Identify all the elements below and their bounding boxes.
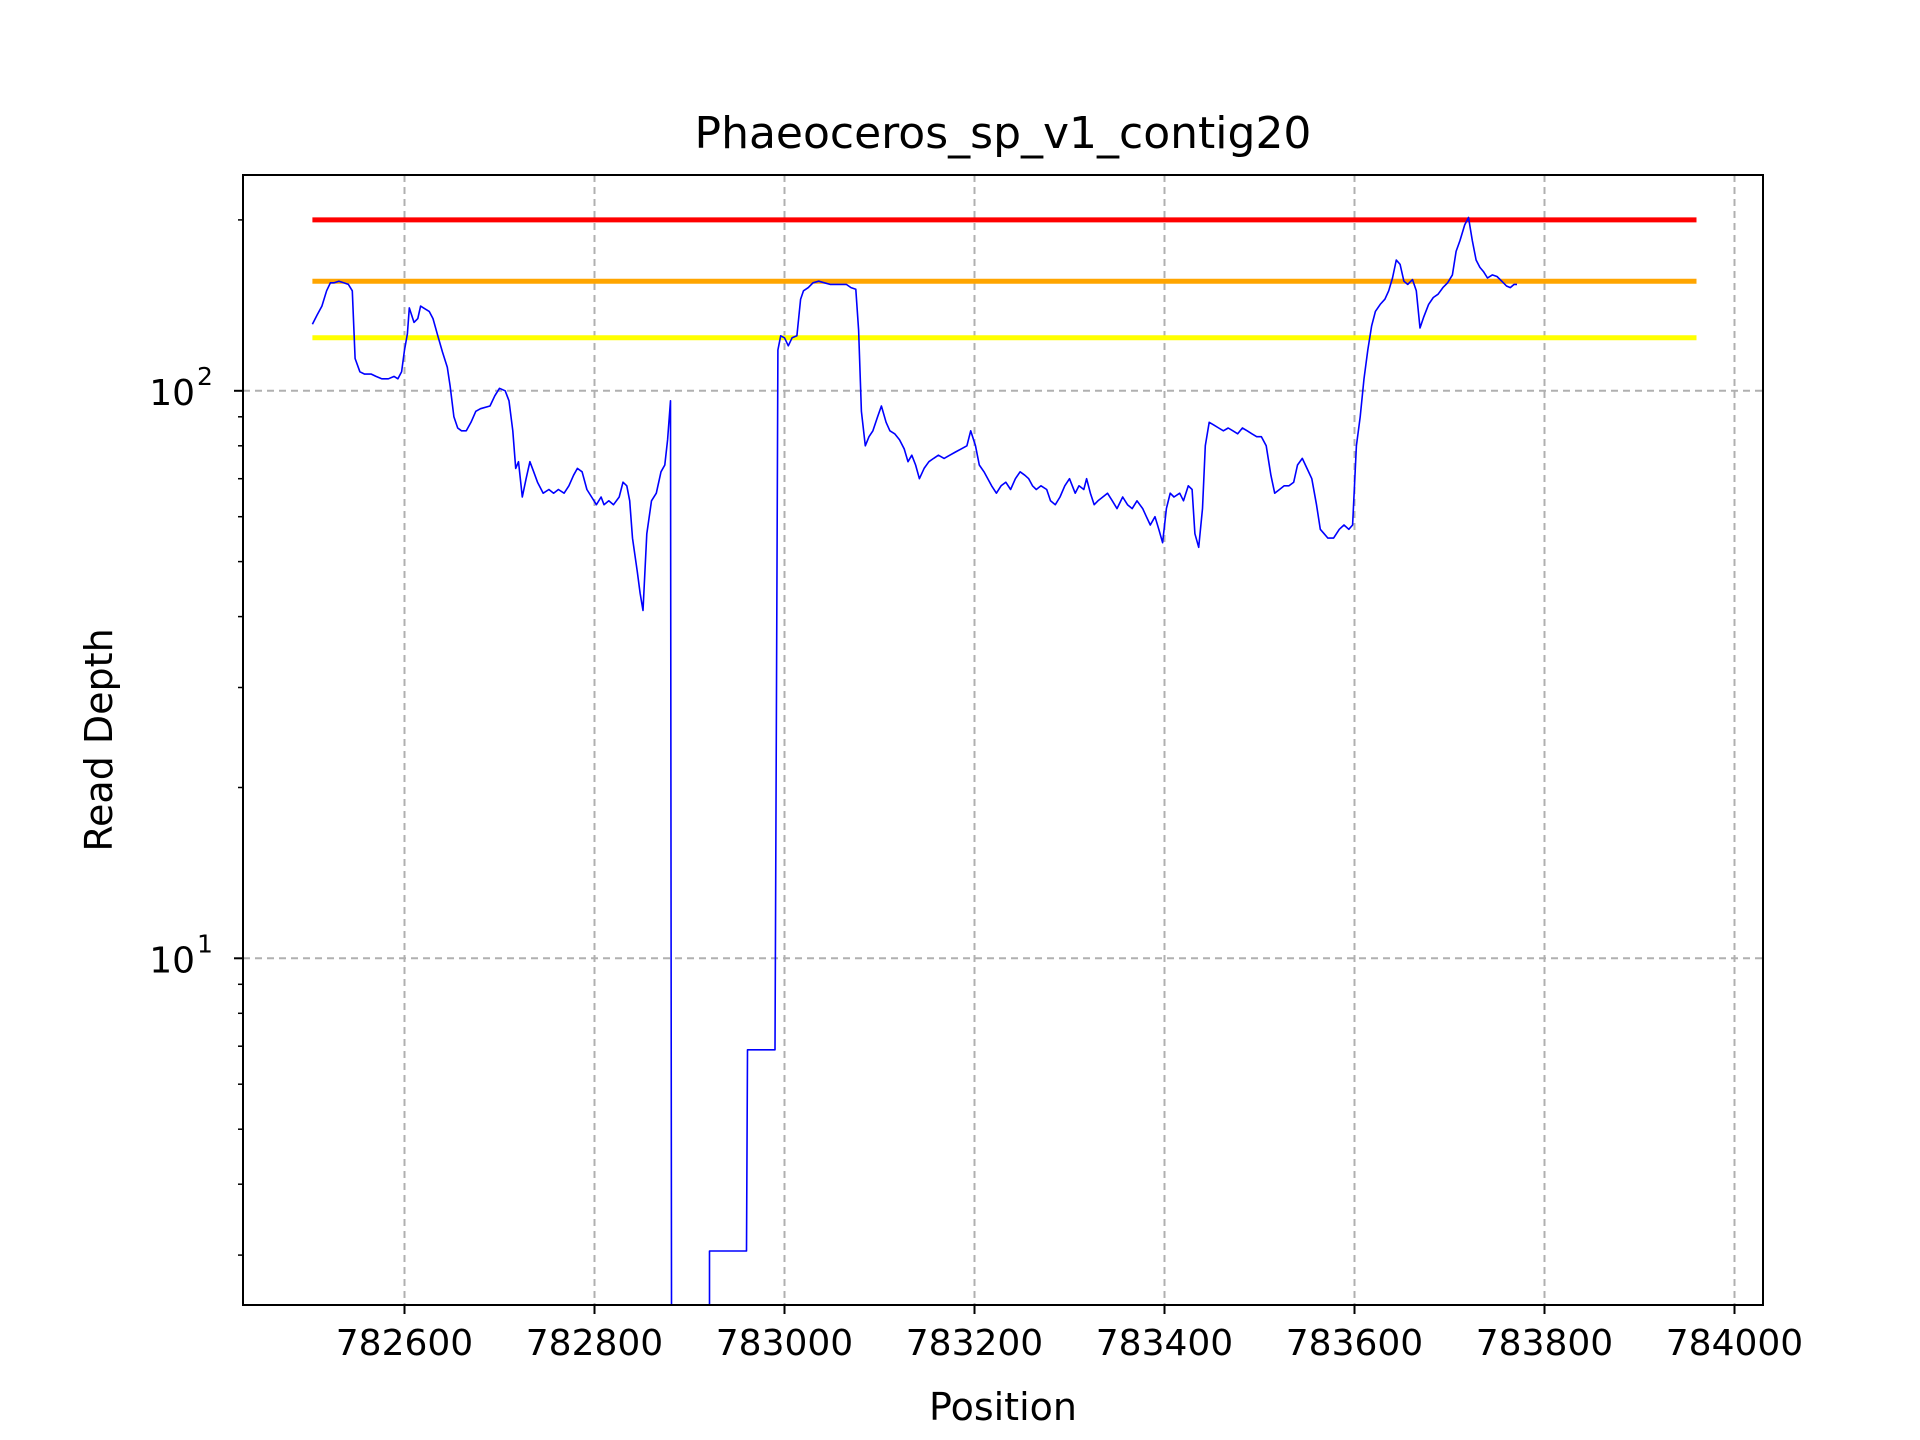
x-axis-label: Position (929, 1385, 1077, 1429)
chart-title: Phaeoceros_sp_v1_contig20 (695, 108, 1312, 159)
x-axis: 782600 782800 783000 783200 783400 783600 7838… (336, 1305, 1803, 1364)
y-tick-exponent: 2 (197, 362, 213, 391)
x-tick-label: 783600 (1286, 1323, 1423, 1364)
x-tick-label: 783000 (716, 1323, 853, 1364)
gridlines (243, 175, 1763, 1305)
x-tick-label: 783400 (1096, 1323, 1233, 1364)
x-tick-label: 783200 (906, 1323, 1043, 1364)
y-tick-label: 10 (149, 940, 195, 981)
y-tick-label: 10 (149, 373, 195, 414)
series-line (311, 216, 1517, 1306)
x-tick-label: 783800 (1476, 1323, 1613, 1364)
x-tick-label: 782600 (336, 1323, 473, 1364)
reference-lines (312, 217, 1697, 341)
y-tick-exponent: 1 (197, 929, 213, 958)
x-tick-label: 784000 (1666, 1323, 1803, 1364)
x-tick-label: 782800 (526, 1323, 663, 1364)
y-axis-label: Read Depth (77, 628, 121, 851)
series-group (311, 216, 1517, 1306)
plot-frame (242, 174, 1764, 1306)
